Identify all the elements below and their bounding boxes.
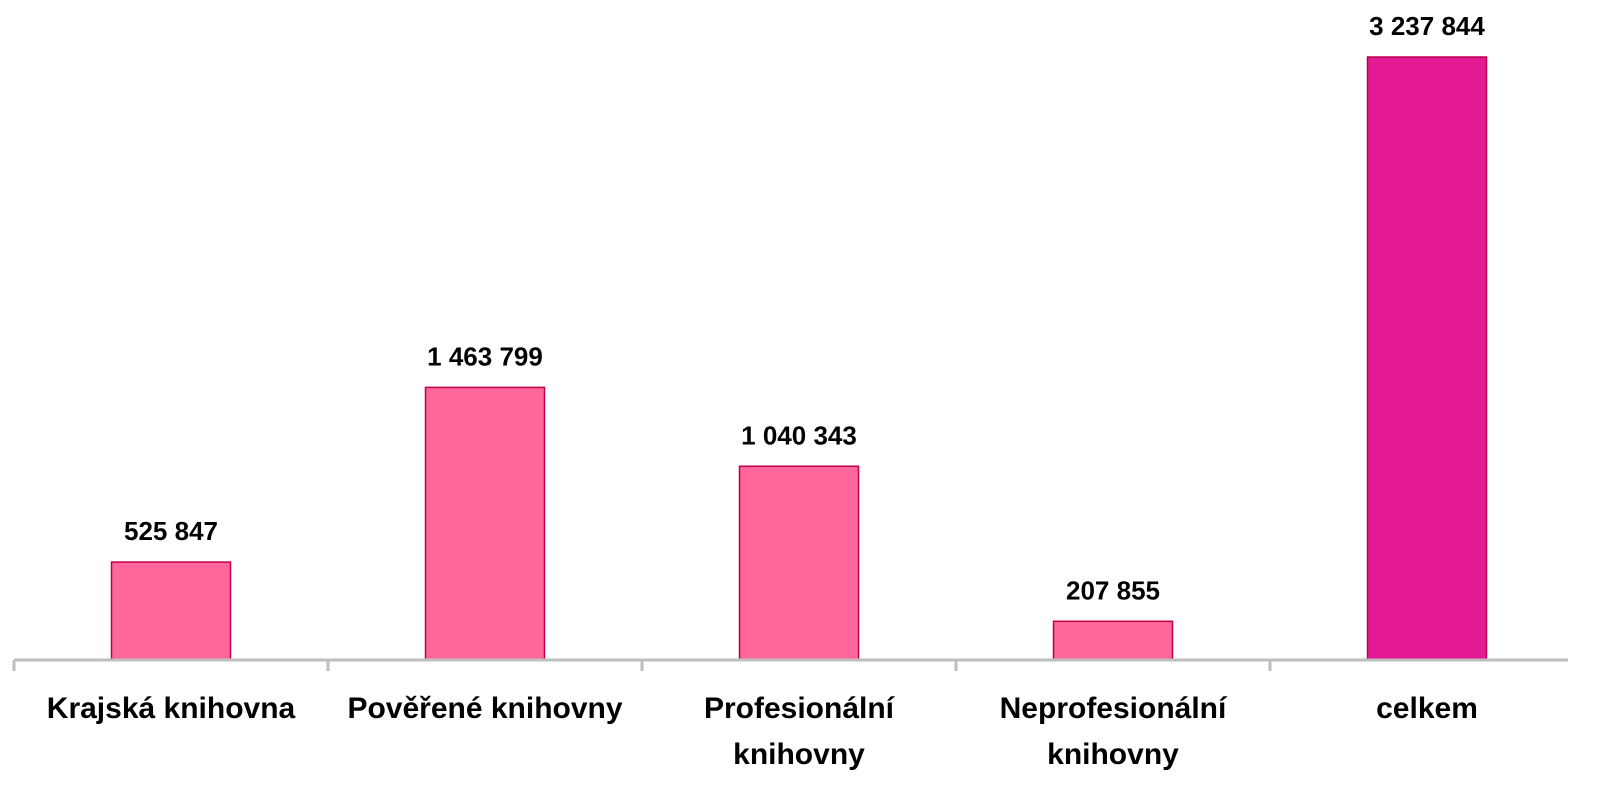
bar xyxy=(738,465,860,661)
data-label: 1 040 343 xyxy=(741,420,857,450)
x-tick-label: Krajská knihovna xyxy=(46,692,296,725)
bar xyxy=(1052,620,1174,661)
data-label: 207 855 xyxy=(1066,575,1160,605)
x-tick-label: Neprofesionální knihovny xyxy=(999,692,1227,771)
bar xyxy=(110,561,232,661)
x-tick-label: Profesionální knihovny xyxy=(703,692,895,771)
x-tick-label: Pověřené knihovny xyxy=(347,692,623,725)
bar xyxy=(424,386,546,661)
data-label: 3 237 844 xyxy=(1369,11,1485,41)
data-label: 1 463 799 xyxy=(427,341,543,371)
data-label: 525 847 xyxy=(124,516,218,546)
x-tick-label: celkem xyxy=(1376,692,1478,725)
bar xyxy=(1366,56,1488,661)
